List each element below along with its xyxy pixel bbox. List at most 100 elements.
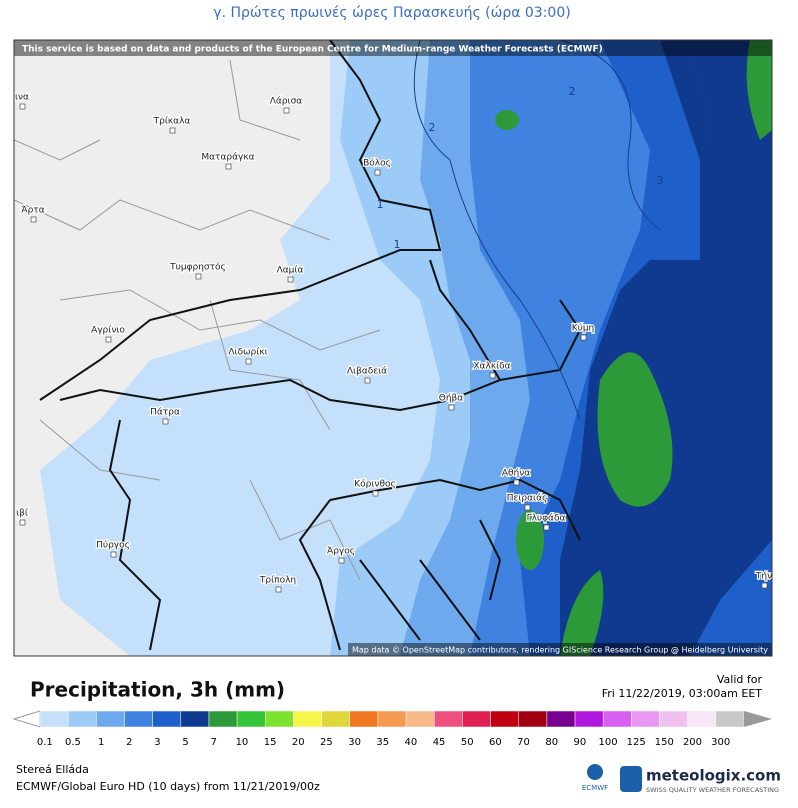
contour-label: 2 [429, 121, 436, 134]
contour-label: 1 [377, 198, 384, 211]
scale-cell [349, 710, 379, 728]
scale-label: 20 [292, 737, 305, 748]
place-marker [275, 586, 282, 593]
scale-cell [96, 710, 125, 728]
page-title: γ. Πρώτες πρωινές ώρες Παρασκευής (ώρα 0… [213, 5, 570, 21]
scale-cell [518, 710, 548, 728]
scale-cell [152, 710, 182, 728]
place-label: Θήβα [439, 394, 464, 404]
place-label: Αθήνα [502, 469, 530, 479]
scale-cell [631, 710, 660, 728]
scale-cell [39, 710, 69, 728]
valid-label: Valid for [717, 673, 763, 686]
place-label: Χαλκίδα [473, 362, 510, 372]
region: Stereá Elláda [16, 763, 89, 776]
place-label: Τυμφρηστός [169, 262, 226, 273]
scale-label: 300 [711, 737, 730, 748]
scale-arrow-right [744, 711, 772, 727]
place-label: Τήν [755, 572, 772, 582]
place-marker [105, 336, 112, 343]
precip-7 [495, 110, 519, 130]
attribution: Map data © OpenStreetMap contributors, r… [352, 646, 768, 655]
borders [14, 59, 381, 581]
place-label: Άρτα [21, 206, 44, 216]
precip-7 [597, 352, 673, 507]
place-marker [195, 273, 202, 280]
place-marker [761, 582, 768, 589]
precip-7 [746, 40, 772, 140]
place-marker [245, 358, 252, 365]
scale-label: 2 [126, 737, 132, 748]
contour-lines [413, 40, 708, 421]
place-label: Λιδωρίκι [228, 348, 267, 358]
scale-cell [546, 710, 576, 728]
scale-label: 0.5 [65, 737, 81, 748]
place-label: Πύργος [96, 540, 130, 551]
contour-label: 2 [569, 85, 576, 98]
scale-cell [293, 710, 322, 728]
place-marker [524, 504, 531, 511]
scale-label: 30 [348, 737, 361, 748]
scale-cell [462, 710, 491, 728]
scale-label: 50 [461, 737, 474, 748]
place-marker [283, 107, 290, 114]
brand: meteologix.com [646, 767, 781, 785]
place-marker [489, 372, 496, 379]
precip-7 [516, 510, 544, 570]
scale-cell [405, 710, 435, 728]
place-marker [543, 524, 550, 531]
contour-label: 1 [394, 238, 401, 251]
place-label: Κύμη [572, 323, 595, 334]
ecmwf-text: ECMWF [582, 784, 608, 792]
place-label: Βόλος [363, 158, 391, 169]
place-marker [169, 127, 176, 134]
place-label: Τρίκαλα [153, 117, 191, 127]
coastline [39, 40, 582, 651]
legend-title: Precipitation, 3h (mm) [30, 678, 285, 702]
place-marker [338, 557, 345, 564]
scale-cell [574, 710, 604, 728]
scale-label: 70 [517, 737, 530, 748]
scale-cell [208, 710, 238, 728]
scale-label: 7 [211, 737, 217, 748]
place-marker [225, 163, 232, 170]
ecmwf-logo [587, 764, 603, 780]
scale-label: 3 [154, 737, 160, 748]
place-marker [19, 519, 26, 526]
scale-cell [687, 710, 717, 728]
scale-cell [602, 710, 632, 728]
place-label: Λιβαδειά [347, 367, 387, 377]
banner-bg [14, 40, 772, 56]
place-label: Άργος [327, 547, 355, 557]
place-label: ιβί [16, 509, 28, 519]
scale-label: 35 [376, 737, 389, 748]
place-marker [162, 418, 169, 425]
place-marker [448, 404, 455, 411]
place-label: Κόρινθος [354, 479, 396, 490]
scale-cell [377, 710, 407, 728]
scale-label: 10 [236, 737, 249, 748]
place-label: Λάρισα [270, 97, 303, 107]
scale-label: 150 [655, 737, 674, 748]
scale-label: 80 [545, 737, 558, 748]
place-marker [287, 276, 294, 283]
meteologix-logo [620, 766, 642, 792]
place-marker [110, 551, 117, 558]
place-label: ινα [15, 93, 29, 103]
scale-label: 25 [320, 737, 333, 748]
scale-cell [490, 710, 519, 728]
place-label: Ματαράγκα [201, 153, 254, 163]
scale-label: 90 [573, 737, 586, 748]
place-marker [372, 490, 379, 497]
scale-cell [67, 710, 97, 728]
scale-cell [180, 710, 210, 728]
model-run: ECMWF/Global Euro HD (10 days) from 11/2… [16, 780, 320, 793]
contour-label: 3 [657, 174, 664, 187]
precip-7 [560, 570, 604, 656]
valid-time: Fri 11/22/2019, 03:00am EET [602, 687, 763, 700]
map: This service is based on data and produc… [14, 40, 772, 656]
place-label: Λαμία [277, 266, 304, 276]
scale-cell [124, 710, 153, 728]
